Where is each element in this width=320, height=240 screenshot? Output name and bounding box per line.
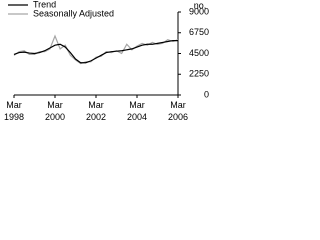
series-line [13, 39, 178, 64]
series-line [13, 34, 179, 65]
y-tick-label: 0 [204, 89, 209, 99]
x-tick-label: Mar 1998 [4, 100, 24, 122]
x-tick-label: Mar 2002 [86, 100, 106, 122]
y-tick-label: 9000 [189, 6, 209, 16]
legend-label: Seasonally Adjusted [33, 8, 114, 18]
y-tick-label: 4500 [189, 48, 209, 58]
legend-label: Trend [33, 0, 56, 9]
x-tick-label: Mar 2004 [127, 100, 147, 122]
unit-label: no. [194, 0, 207, 10]
chart: no. 0 2250 4500 6750 9000 Mar 1998 Mar 2000 Mar 20… [4, 0, 209, 122]
y-tick-label: 2250 [189, 69, 209, 79]
y-tick-label: 6750 [189, 27, 209, 37]
x-tick-label: Mar 2006 [168, 100, 188, 122]
x-tick-label: Mar 2000 [45, 100, 65, 122]
